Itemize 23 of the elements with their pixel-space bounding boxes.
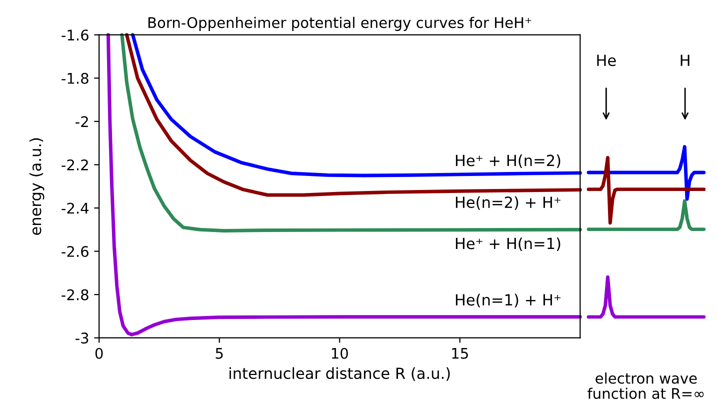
line-series <box>120 33 582 232</box>
y-tick-label: -2.6 <box>62 246 88 258</box>
y-tick-label: -2 <box>76 116 88 127</box>
x-tick-label: 0 <box>95 348 103 359</box>
chart-title: Born-Oppenheimer potential energy curves for HeH⁺ <box>148 16 532 31</box>
text: He <box>597 54 616 66</box>
x-tick-label: 15 <box>452 348 468 359</box>
y-tick-label: -2.8 <box>62 289 88 300</box>
y-tick-label: -2.2 <box>62 159 88 170</box>
y-tick-label: -1.6 <box>62 30 88 41</box>
x-tick-label: 5 <box>216 348 223 359</box>
x-tick-label: 10 <box>332 348 348 359</box>
annotation: He⁺ + H(n=1) <box>456 237 560 252</box>
y-axis-title: energy (a.u.) <box>29 138 44 235</box>
y-tick-label: -2.4 <box>62 202 89 214</box>
x-axis-title: electron wave function at R=∞ <box>588 372 704 399</box>
y-tick-label: -3 <box>76 332 88 344</box>
y-tick-label: -1.8 <box>62 72 88 84</box>
annotation: He(n=2) + H⁺ <box>456 196 560 210</box>
text: H <box>680 54 690 66</box>
annotation: He⁺ + H(n=2) <box>456 154 560 168</box>
annotation: He(n=1) + H⁺ <box>456 294 560 308</box>
x-axis-title: internuclear distance R (a.u.) <box>230 367 450 381</box>
